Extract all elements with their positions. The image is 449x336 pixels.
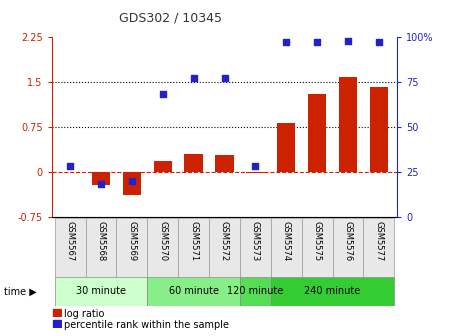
Text: 120 minute: 120 minute bbox=[227, 287, 283, 296]
Bar bbox=[53, 320, 61, 327]
Bar bbox=[339, 77, 357, 172]
Text: 30 minute: 30 minute bbox=[76, 287, 126, 296]
Text: GSM5569: GSM5569 bbox=[128, 221, 136, 261]
Text: GSM5573: GSM5573 bbox=[251, 221, 260, 262]
Bar bbox=[92, 172, 110, 185]
Text: GSM5574: GSM5574 bbox=[282, 221, 291, 261]
Text: GSM5571: GSM5571 bbox=[189, 221, 198, 261]
Bar bbox=[240, 277, 271, 306]
Bar bbox=[277, 123, 295, 172]
Bar bbox=[147, 218, 178, 277]
Bar bbox=[123, 172, 141, 195]
Bar bbox=[215, 155, 234, 172]
Bar bbox=[363, 218, 394, 277]
Bar bbox=[55, 218, 86, 277]
Point bbox=[344, 38, 352, 43]
Point bbox=[128, 178, 136, 183]
Bar bbox=[86, 218, 116, 277]
Bar bbox=[271, 277, 394, 306]
Text: log ratio: log ratio bbox=[64, 309, 105, 319]
Point bbox=[313, 40, 321, 45]
Point bbox=[159, 92, 166, 97]
Bar bbox=[154, 161, 172, 172]
Text: GDS302 / 10345: GDS302 / 10345 bbox=[119, 12, 222, 25]
Text: 60 minute: 60 minute bbox=[169, 287, 219, 296]
Bar bbox=[185, 154, 203, 172]
Text: GSM5575: GSM5575 bbox=[313, 221, 321, 261]
Bar bbox=[209, 218, 240, 277]
Text: GSM5572: GSM5572 bbox=[220, 221, 229, 261]
Bar bbox=[246, 172, 264, 173]
Text: 240 minute: 240 minute bbox=[304, 287, 361, 296]
Point bbox=[190, 76, 197, 81]
Bar bbox=[53, 309, 61, 316]
Text: GSM5577: GSM5577 bbox=[374, 221, 383, 262]
Bar bbox=[302, 218, 333, 277]
Bar bbox=[333, 218, 363, 277]
Point bbox=[221, 76, 228, 81]
Bar bbox=[116, 218, 147, 277]
Bar bbox=[271, 218, 302, 277]
Text: GSM5570: GSM5570 bbox=[158, 221, 167, 261]
Text: time ▶: time ▶ bbox=[4, 287, 37, 297]
Bar bbox=[55, 277, 147, 306]
Point bbox=[97, 182, 105, 187]
Text: percentile rank within the sample: percentile rank within the sample bbox=[64, 320, 229, 330]
Bar bbox=[178, 218, 209, 277]
Bar bbox=[308, 94, 326, 172]
Point bbox=[66, 164, 74, 169]
Bar bbox=[240, 218, 271, 277]
Bar bbox=[147, 277, 240, 306]
Point bbox=[375, 40, 383, 45]
Text: GSM5576: GSM5576 bbox=[343, 221, 352, 262]
Text: GSM5568: GSM5568 bbox=[97, 221, 106, 262]
Bar bbox=[370, 87, 388, 172]
Text: GSM5567: GSM5567 bbox=[66, 221, 75, 262]
Point bbox=[252, 164, 259, 169]
Point bbox=[283, 40, 290, 45]
